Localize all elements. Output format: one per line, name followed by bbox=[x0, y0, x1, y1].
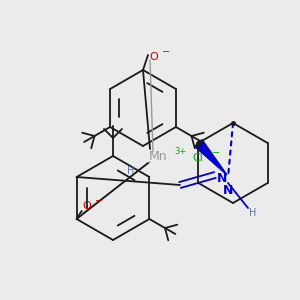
Text: N: N bbox=[217, 172, 227, 184]
Text: Mn: Mn bbox=[149, 151, 167, 164]
Text: O: O bbox=[82, 201, 91, 211]
Text: −: − bbox=[94, 196, 103, 206]
Text: H: H bbox=[249, 208, 257, 218]
Text: N: N bbox=[223, 184, 233, 196]
Polygon shape bbox=[195, 140, 227, 175]
Text: H: H bbox=[127, 166, 134, 176]
Text: O: O bbox=[150, 52, 158, 62]
Text: −: − bbox=[212, 148, 220, 158]
Text: 3+: 3+ bbox=[174, 146, 186, 155]
Text: Cl: Cl bbox=[193, 153, 203, 163]
Text: −: − bbox=[162, 47, 170, 57]
